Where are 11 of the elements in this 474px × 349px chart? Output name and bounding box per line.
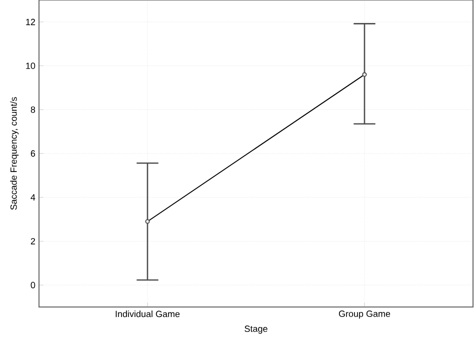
- y-tick-label: 10: [26, 62, 36, 69]
- y-tick-label: 2: [30, 238, 36, 244]
- y-tick-label: 6: [30, 150, 36, 157]
- x-axis-title: Stage: [244, 326, 268, 334]
- y-tick-label: 4: [30, 194, 36, 200]
- y-axis-title: Saccade Frequency, count/s: [10, 97, 19, 210]
- x-tick-label: Group Game: [338, 310, 390, 319]
- y-tick-label: 0: [30, 282, 36, 288]
- x-tick-label: Individual Game: [116, 310, 180, 318]
- y-tick-label: 12: [26, 18, 36, 26]
- y-tick-label: 8: [30, 106, 36, 113]
